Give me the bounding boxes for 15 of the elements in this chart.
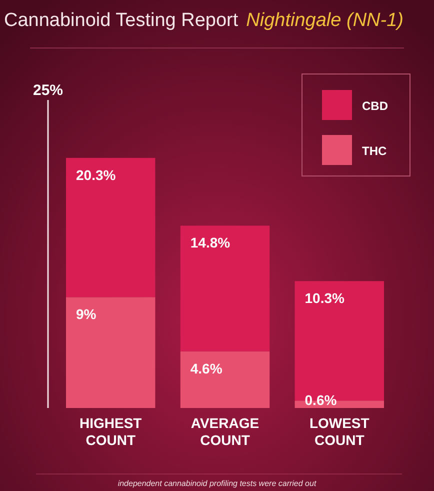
total-label: 14.8%	[190, 234, 231, 251]
data-label: 4.6%	[190, 360, 223, 376]
x-tick-label: AVERAGE COUNT	[190, 415, 260, 448]
total-label: 20.3%	[76, 166, 116, 183]
text: THC	[362, 144, 387, 158]
data-label: 0.6%	[304, 392, 338, 408]
chart-subtitle: Nightingale (NN-1)	[246, 10, 404, 31]
total-label: 10.3%	[304, 290, 346, 306]
data-label: 9%	[76, 306, 97, 322]
text: CBD	[362, 99, 388, 113]
x-tick-label: LOWEST COUNT	[309, 415, 370, 448]
text: 25%	[32, 82, 64, 99]
chart-title: Cannabinoid Testing Report	[4, 10, 239, 31]
text: independent cannabinoid profiling tests were carried out	[118, 479, 317, 488]
x-tick-label: HIGHEST COUNT	[79, 415, 142, 448]
